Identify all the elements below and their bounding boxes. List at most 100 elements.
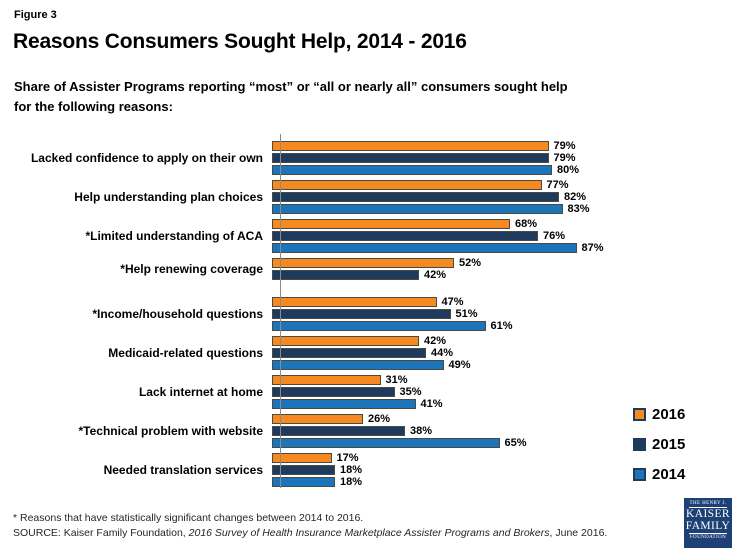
legend-label: 2015 [652, 436, 686, 453]
bar-2016 [272, 453, 332, 463]
legend-item-2014: 2014 [633, 466, 685, 483]
bar-row-2016: 79% [272, 140, 579, 152]
bar-value-label: 83% [567, 203, 590, 215]
bar-row-2016: 17% [272, 452, 362, 464]
bar-row-2015: 18% [272, 464, 362, 476]
kff-logo-top-text: THE HENRY J. [689, 501, 727, 506]
bar-2016 [272, 180, 542, 190]
category-label: *Limited understanding of ACA [85, 228, 263, 243]
bar-2016 [272, 375, 381, 385]
bar-value-label: 79% [553, 152, 576, 164]
kff-logo: THE HENRY J. KAISER FAMILY FOUNDATION [684, 498, 732, 548]
bar-group: Lack internet at home 31% 35% 41% [12, 374, 722, 410]
bar-row-2014: 83% [272, 203, 590, 215]
bar-value-label: 35% [399, 386, 422, 398]
bar-row-2015: 76% [272, 230, 604, 242]
bar-row-2014: 49% [272, 359, 471, 371]
bar-value-label: 49% [448, 359, 471, 371]
bar-group: *Limited understanding of ACA 68% 76% 87% [12, 218, 722, 254]
bar-row-2016: 26% [272, 413, 527, 425]
legend: 2016 2015 2014 [633, 406, 685, 496]
bar-row-2016: 31% [272, 374, 443, 386]
bar-value-label: 18% [340, 464, 363, 476]
bar-2014 [272, 165, 552, 175]
bar-2015 [272, 348, 426, 358]
category-label: Needed translation services [103, 462, 263, 477]
bar-2016 [272, 414, 363, 424]
bar-value-label: 80% [557, 164, 580, 176]
bar-value-label: 42% [424, 335, 447, 347]
bar-value-label: 65% [504, 437, 527, 449]
category-label: *Technical problem with website [78, 423, 263, 438]
bar-value-label: 47% [441, 296, 464, 308]
bar-row-2016: 47% [272, 296, 513, 308]
bar-group: *Income/household questions 47% 51% 61% [12, 296, 722, 332]
bar-2015 [272, 231, 538, 241]
bar-row-2014: 87% [272, 242, 604, 254]
figure-label: Figure 3 [14, 9, 57, 21]
bar-value-label: 31% [385, 374, 408, 386]
source-suffix: , June 2016. [549, 527, 608, 539]
bar-value-label: 51% [455, 308, 478, 320]
bar-chart: Lacked confidence to apply on their own 7… [12, 134, 722, 491]
bar-row-2015: 35% [272, 386, 443, 398]
bar-value-label: 41% [420, 398, 443, 410]
legend-swatch-2015 [633, 438, 646, 451]
bar-row-2015: 82% [272, 191, 590, 203]
bar-row-2016: 77% [272, 179, 590, 191]
bar-row-2015: 42% [272, 269, 481, 281]
bar-value-label: 26% [368, 413, 391, 425]
bar-value-label: 17% [336, 452, 359, 464]
bar-value-label: 79% [553, 140, 576, 152]
bar-2016 [272, 219, 510, 229]
category-label: Medicaid-related questions [108, 345, 263, 360]
bar-row-2015: 44% [272, 347, 471, 359]
footnote: * Reasons that have statistically signif… [13, 512, 364, 524]
bar-row-2016: 68% [272, 218, 604, 230]
bar-2014 [272, 477, 335, 487]
bar-2014 [272, 321, 486, 331]
bar-value-label: 77% [546, 179, 569, 191]
bar-row-2016: 42% [272, 335, 471, 347]
bar-row-2014: 18% [272, 476, 362, 488]
category-label: Lack internet at home [138, 384, 263, 399]
kff-logo-family-text: FAMILY [685, 519, 731, 532]
bar-group: Help understanding plan choices 77% 82% 83% [12, 179, 722, 215]
bar-2016 [272, 258, 454, 268]
bar-2015 [272, 153, 549, 163]
bar-2014 [272, 243, 577, 253]
bar-2015 [272, 270, 419, 280]
bar-value-label: 38% [410, 425, 433, 437]
bar-row-2014: 61% [272, 320, 513, 332]
bar-group: Lacked confidence to apply on their own 7… [12, 140, 722, 176]
source-prefix: SOURCE: Kaiser Family Foundation, [13, 527, 189, 539]
subtitle-line1: Share of Assister Programs reporting “mo… [14, 79, 568, 94]
source-italic: 2016 Survey of Health Insurance Marketpl… [188, 527, 550, 539]
category-label: Help understanding plan choices [74, 189, 263, 204]
bar-value-label: 76% [543, 230, 566, 242]
bar-row-2015: 51% [272, 308, 513, 320]
page-title: Reasons Consumers Sought Help, 2014 - 20… [13, 30, 467, 53]
bar-row-2015: 38% [272, 425, 527, 437]
source-note: SOURCE: Kaiser Family Foundation, 2016 S… [13, 527, 607, 539]
category-label: *Income/household questions [92, 306, 263, 321]
bar-group: *Help renewing coverage 52% 42% [12, 257, 722, 293]
legend-item-2015: 2015 [633, 436, 685, 453]
bar-row-2016: 52% [272, 257, 481, 269]
bar-group: Needed translation services 17% 18% 18% [12, 452, 722, 488]
bar-value-label: 52% [459, 257, 482, 269]
kff-logo-rule-bottom [689, 533, 727, 534]
legend-item-2016: 2016 [633, 406, 685, 423]
bar-2015 [272, 192, 559, 202]
legend-swatch-2014 [633, 468, 646, 481]
bar-2015 [272, 426, 405, 436]
bar-2014 [272, 438, 500, 448]
bar-value-label: 82% [564, 191, 587, 203]
bar-value-label: 61% [490, 320, 513, 332]
y-axis-line [280, 134, 281, 488]
bar-group: Medicaid-related questions 42% 44% 49% [12, 335, 722, 371]
bar-2016 [272, 141, 549, 151]
bar-value-label: 18% [340, 476, 363, 488]
bar-row-2014: 65% [272, 437, 527, 449]
